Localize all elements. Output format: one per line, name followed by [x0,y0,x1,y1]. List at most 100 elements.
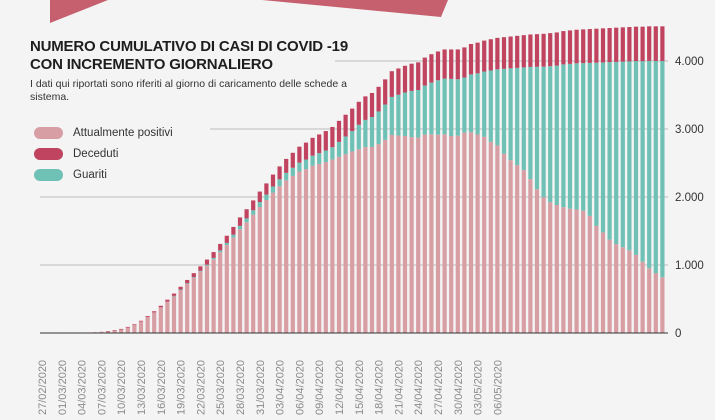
x-tick-label: 19/03/2020 [176,360,188,415]
bar-positivi [462,132,467,333]
bar-positivi [310,165,315,333]
chart-subtitle: I dati qui riportati sono riferiti al gi… [30,78,347,103]
bar-positivi [528,179,533,333]
bar-positivi [653,273,658,333]
bar-positivi [402,136,408,333]
bar-positivi [429,134,434,333]
bar-guariti [389,96,394,135]
bar-positivi [211,259,216,333]
bar-guariti [607,62,612,240]
bar-deceduti [165,299,170,302]
x-tick-label: 27/04/2020 [433,360,445,415]
bar-deceduti [607,28,612,63]
bar-deceduti [482,40,487,72]
bar-deceduti [548,33,553,67]
bar-deceduti [119,328,124,330]
header-decoration [50,0,448,23]
bar-positivi [336,156,342,333]
bar-deceduti [323,131,328,151]
bar-guariti [297,162,302,172]
bar-deceduti [653,26,658,61]
bar-deceduti [501,37,507,69]
bar-deceduti [211,252,216,258]
x-tick-label: 04/03/2020 [77,360,89,415]
bar-guariti [574,63,579,210]
bar-deceduti [277,166,282,180]
bar-deceduti [317,134,322,154]
bar-positivi [396,135,401,333]
chart-title: NUMERO CUMULATIVO DI CASI DI COVID -19 C… [30,38,348,74]
bar-guariti [515,67,520,166]
bar-guariti [178,289,183,291]
bar-deceduti [435,51,441,81]
bar-guariti [171,295,177,297]
x-tick-label: 10/03/2020 [116,360,128,415]
bar-deceduti [515,35,520,68]
bar-deceduti [303,142,309,160]
bar-deceduti [449,49,454,79]
bar-deceduti [350,108,355,132]
x-tick-label: 18/04/2020 [374,360,386,415]
bar-guariti [449,78,454,137]
legend-item-deceduti: Deceduti [34,143,173,164]
bar-positivi [422,134,427,333]
bar-guariti [383,104,388,140]
bar-deceduti [455,49,460,80]
bar-deceduti [191,273,196,277]
bar-deceduti [633,26,639,62]
bar-positivi [284,180,289,333]
bar-positivi [204,265,210,333]
bar-guariti [462,77,467,133]
bar-guariti [488,70,493,142]
bar-positivi [99,331,104,333]
bar-deceduti [138,320,144,322]
legend-label: Guariti [73,168,107,181]
bar-deceduti [125,326,130,328]
y-tick-label: 4.000 [675,56,704,68]
x-tick-label: 03/05/2020 [473,360,485,415]
bar-deceduti [574,29,579,64]
bar-guariti [231,234,236,238]
bar-positivi [125,327,130,333]
bar-positivi [112,330,117,333]
bar-deceduti [587,29,592,63]
bar-deceduti [528,34,533,67]
bar-deceduti [310,137,315,156]
bar-guariti [495,69,500,146]
bar-deceduti [112,330,117,331]
bar-positivi [614,244,619,333]
bar-deceduti [521,35,526,68]
bar-deceduti [567,30,573,64]
bar-guariti [501,68,507,154]
bar-positivi [594,225,599,333]
bar-deceduti [409,63,414,91]
title-line-2: CON INCREMENTO GIORNALIERO [30,56,273,73]
bar-guariti [442,78,447,135]
decoration-shape-left [50,0,108,23]
bar-positivi [501,153,507,333]
bar-positivi [145,316,150,333]
bar-positivi [237,229,243,333]
x-tick-label: 07/03/2020 [96,360,108,415]
bar-guariti [660,61,665,278]
bar-positivi [548,202,553,333]
bar-positivi [561,207,566,333]
bar-deceduti [336,120,342,142]
bar-deceduti [561,31,566,65]
bar-positivi [152,312,157,333]
bar-positivi [132,324,137,333]
bar-deceduti [620,27,625,62]
bar-guariti [211,257,216,260]
bar-positivi [534,189,540,333]
bar-deceduti [356,101,361,125]
bar-guariti [548,66,553,203]
bar-deceduti [231,226,236,235]
bar-positivi [178,289,183,333]
bar-positivi [647,268,652,333]
bar-guariti [396,94,401,136]
bar-guariti [482,71,487,137]
bar-guariti [218,250,223,253]
bar-deceduti [389,71,394,97]
bar-deceduti [376,86,381,112]
